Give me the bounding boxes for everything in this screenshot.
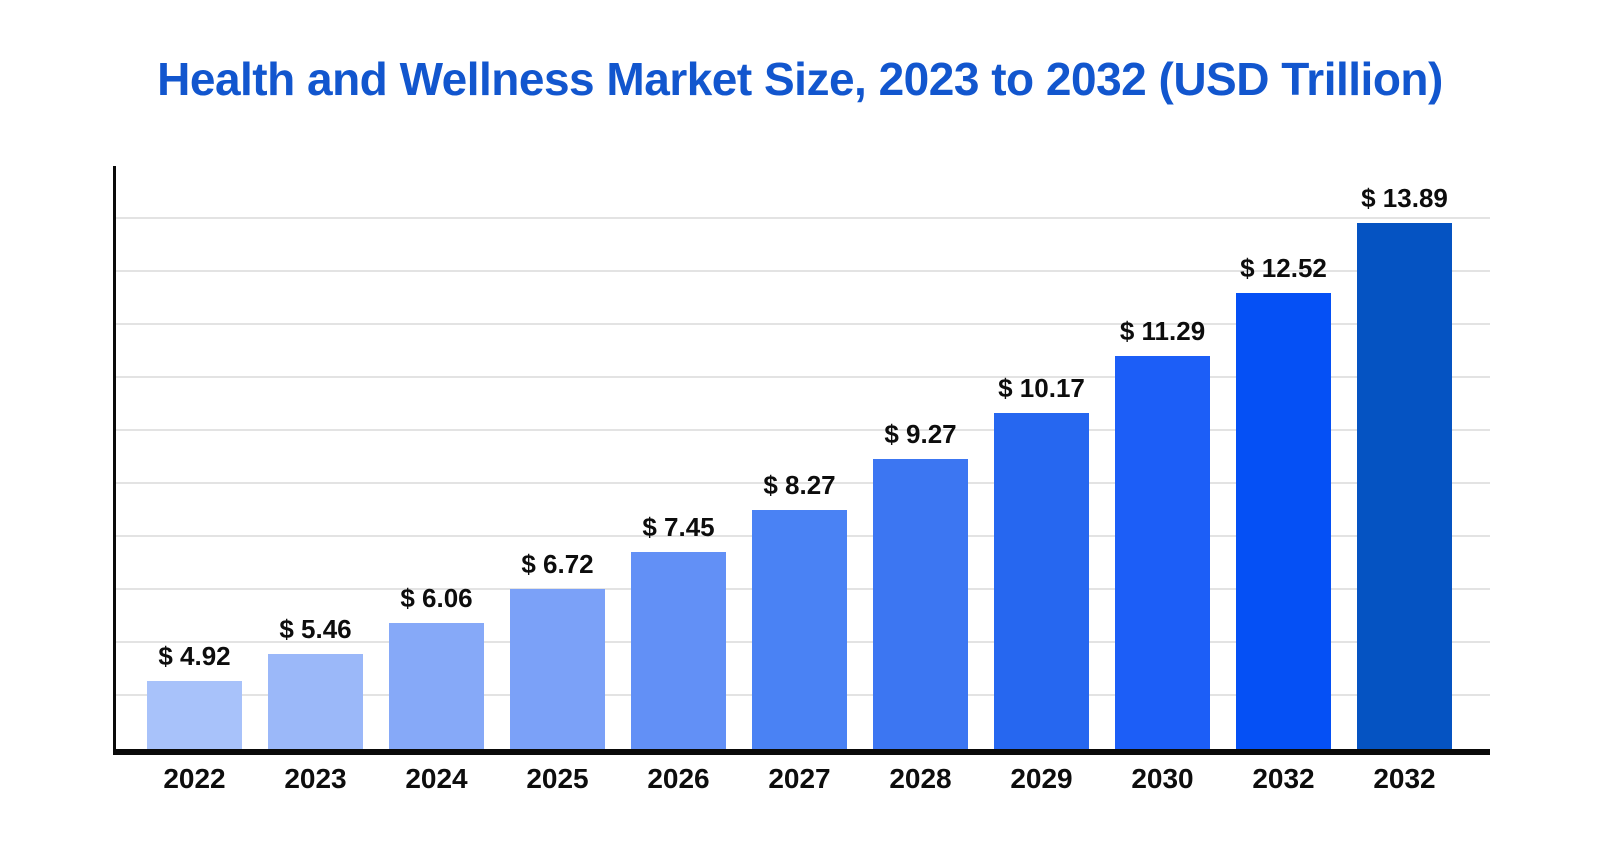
bar-column: $ 11.29 — [1115, 166, 1210, 749]
bar-value-label: $ 10.17 — [998, 373, 1085, 403]
bar — [389, 623, 484, 749]
bar-column: $ 9.27 — [873, 166, 968, 749]
bar — [752, 510, 847, 749]
bar — [1115, 356, 1210, 749]
x-axis-label: 2028 — [889, 763, 952, 794]
bar-value-label: $ 8.27 — [763, 470, 836, 500]
bar-column: $ 6.72 — [510, 166, 605, 749]
gridline — [116, 429, 1490, 431]
bar-column: $ 8.27 — [752, 166, 847, 749]
bar — [147, 681, 242, 749]
gridline — [116, 376, 1490, 378]
bar-value-label: $ 7.45 — [642, 512, 715, 542]
bar-column: $ 10.17 — [994, 166, 1089, 749]
bar — [510, 589, 605, 749]
bar-column: $ 4.92 — [147, 166, 242, 749]
x-axis-label: 2022 — [163, 763, 226, 794]
gridline — [116, 323, 1490, 325]
bar-value-label: $ 6.72 — [521, 549, 594, 579]
gridline — [116, 217, 1490, 219]
chart-title: Health and Wellness Market Size, 2023 to… — [157, 53, 1443, 105]
x-axis-label: 2029 — [1010, 763, 1073, 794]
bar-value-label: $ 12.52 — [1240, 253, 1327, 283]
x-axis-label: 2023 — [284, 763, 347, 794]
bar-value-label: $ 5.46 — [279, 614, 352, 644]
bar-column: $ 6.06 — [389, 166, 484, 749]
bar-column: $ 12.52 — [1236, 166, 1331, 749]
x-axis-label: 2026 — [647, 763, 710, 794]
x-axis-label: 2032 — [1252, 763, 1315, 794]
x-axis-labels: 2022 2023 2024 2025 2026 2027 2028 2029 2030 2032… — [116, 763, 1490, 803]
x-axis-label: 2030 — [1131, 763, 1194, 794]
bar-column: $ 5.46 — [268, 166, 363, 749]
bar-column: $ 7.45 — [631, 166, 726, 749]
bar-value-label: $ 13.89 — [1361, 183, 1448, 213]
gridline — [116, 270, 1490, 272]
bar — [873, 459, 968, 749]
bar-value-label: $ 9.27 — [884, 419, 957, 449]
bar-value-label: $ 4.92 — [158, 641, 231, 671]
x-axis-label: 2025 — [526, 763, 589, 794]
bar — [1236, 293, 1331, 749]
bar — [631, 552, 726, 749]
gridline — [116, 482, 1490, 484]
bar-chart-plot-area: $ 4.92 $ 5.46 $ 6.06 $ 6.72 $ 7.45 $ 8.27 $ 9.… — [113, 166, 1490, 755]
bar-value-label: $ 6.06 — [400, 583, 473, 613]
bar — [994, 413, 1089, 749]
x-axis-label: 2027 — [768, 763, 831, 794]
bar — [268, 654, 363, 749]
bar-column: $ 13.89 — [1357, 166, 1452, 749]
x-axis-label: 2024 — [405, 763, 468, 794]
bar-value-label: $ 11.29 — [1119, 316, 1206, 346]
x-axis-label: 2032 — [1373, 763, 1436, 794]
bar — [1357, 223, 1452, 749]
